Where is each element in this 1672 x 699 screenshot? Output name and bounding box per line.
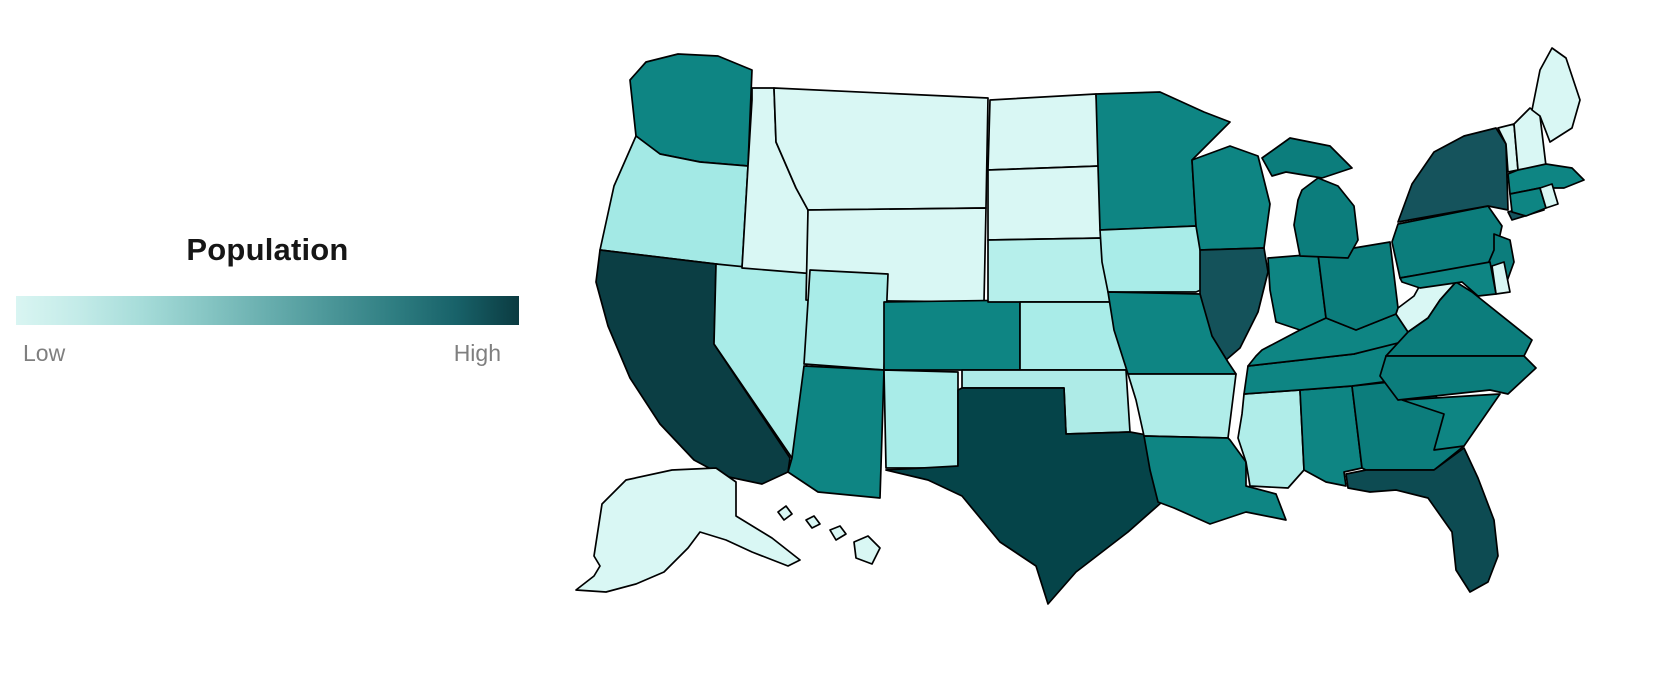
state-hi[interactable]: Hawaii (829, 525, 847, 541)
state-hi[interactable]: Hawaii (777, 505, 793, 521)
state-al[interactable]: Alabama (1299, 385, 1363, 487)
state-vt[interactable]: Vermont (1497, 123, 1519, 173)
state-sd[interactable]: South Dakota (987, 165, 1107, 241)
state-mi[interactable]: Michigan (1293, 177, 1359, 259)
state-ar[interactable]: Arkansas (1127, 373, 1237, 439)
state-ny[interactable]: New York (1397, 127, 1509, 223)
state-az[interactable]: Arizona (787, 365, 885, 499)
state-hi[interactable]: Hawaii (853, 535, 881, 565)
legend-labels: Low High (16, 340, 519, 367)
legend-title: Population (186, 232, 349, 267)
state-ms[interactable]: Mississippi (1237, 389, 1305, 489)
state-mo[interactable]: Missouri (1107, 291, 1237, 375)
state-ri[interactable]: Rhode Island (1539, 183, 1559, 209)
state-ak[interactable]: Alaska (575, 467, 801, 593)
state-ct[interactable]: Connecticut (1509, 187, 1547, 217)
legend: Population Low High (16, 232, 519, 367)
state-fl[interactable]: Florida (1345, 447, 1499, 593)
state-nh[interactable]: New Hampshire (1513, 107, 1547, 171)
state-mt[interactable]: Montana (773, 87, 989, 211)
state-mi[interactable]: Michigan (1261, 137, 1353, 179)
legend-low-label: Low (23, 340, 66, 366)
state-hi[interactable]: Hawaii (805, 515, 821, 529)
state-tx[interactable]: Texas (885, 387, 1163, 605)
state-md[interactable]: Maryland (1399, 261, 1497, 297)
state-co[interactable]: Colorado (883, 299, 1021, 371)
legend-high-label: High (453, 340, 501, 366)
state-nd[interactable]: North Dakota (987, 93, 1101, 171)
state-ia[interactable]: Iowa (1099, 225, 1211, 293)
state-in[interactable]: Indiana (1267, 253, 1327, 331)
state-me[interactable]: Maine (1531, 47, 1581, 143)
state-wi[interactable]: Wisconsin (1191, 145, 1271, 251)
state-la[interactable]: Louisiana (1143, 435, 1287, 525)
state-sc[interactable]: South Carolina (1401, 393, 1501, 451)
state-ut[interactable]: Utah (803, 269, 889, 371)
state-nm[interactable]: New Mexico (883, 369, 959, 469)
legend-gradient-bar (16, 296, 519, 325)
state-nc[interactable]: North Carolina (1379, 355, 1537, 401)
